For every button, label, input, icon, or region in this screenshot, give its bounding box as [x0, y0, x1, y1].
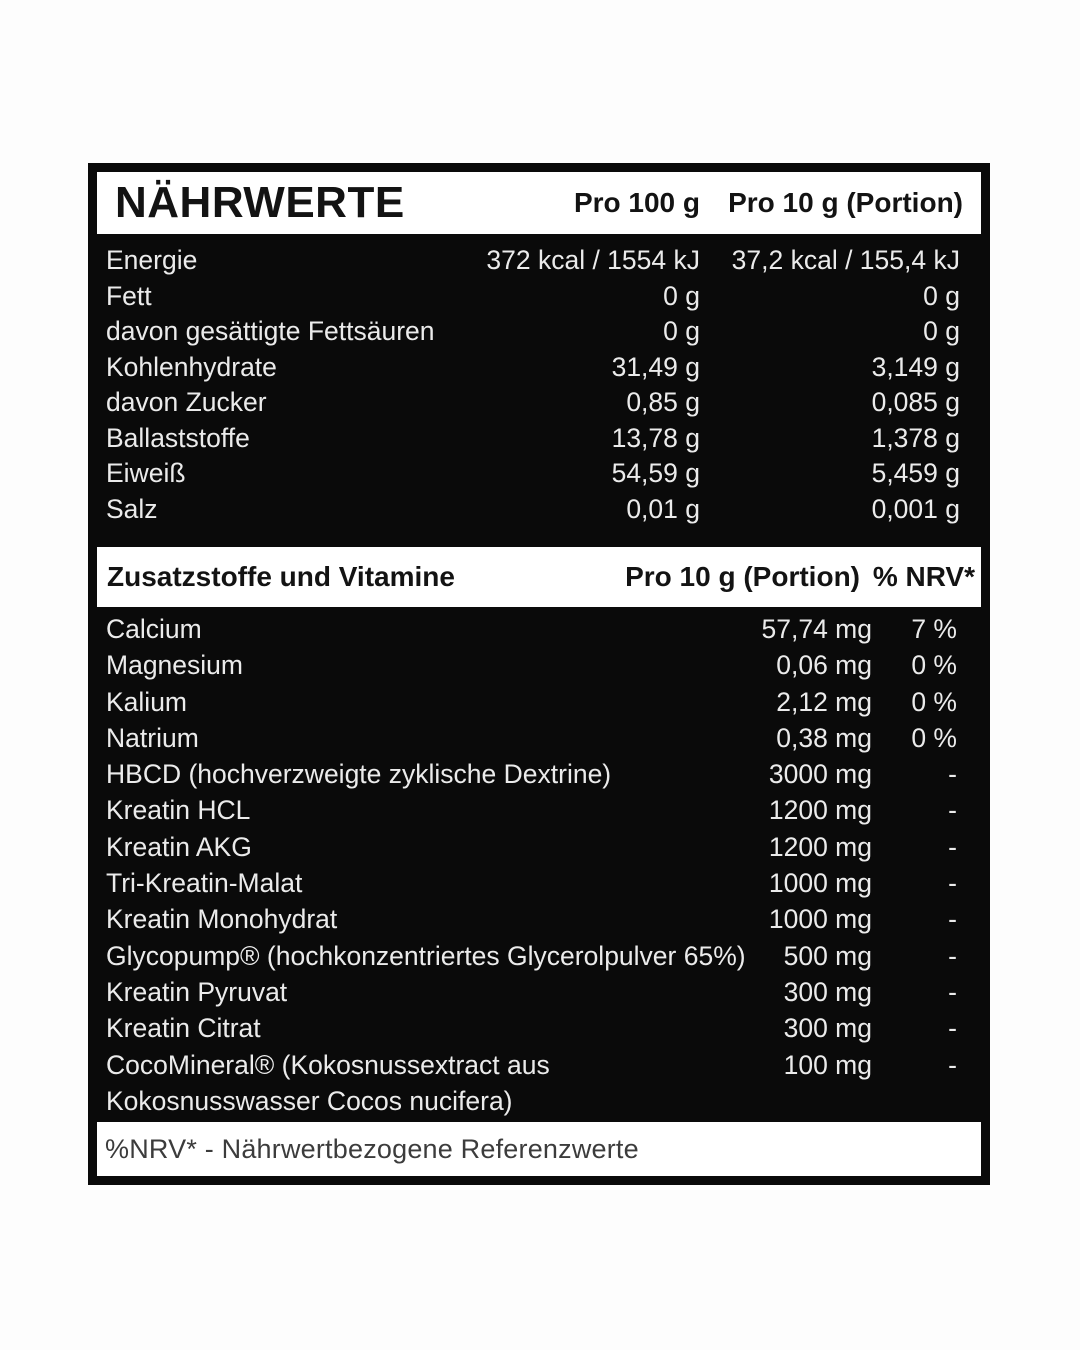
table-row: Magnesium 0,06 mg 0 % [106, 647, 957, 683]
table-row: davon Zucker 0,85 g 0,085 g [106, 385, 960, 421]
row-value: 500 mg [783, 940, 872, 971]
row-value: 0 g [663, 280, 700, 311]
table-row: Glycopump® (hochkonzentriertes Glycerolp… [106, 938, 957, 974]
table-row: davon gesättigte Fettsäuren 0 g 0 g [106, 314, 960, 350]
table-row: Kreatin HCL 1200 mg - [106, 792, 957, 828]
row-value: 1000 mg [768, 904, 872, 935]
table-row: Kohlenhydrate 31,49 g 3,149 g [106, 350, 960, 386]
row-label: Eiweiß [106, 458, 186, 488]
row-label: Fett [106, 280, 152, 311]
row-value: 0,01 g [626, 493, 700, 524]
row-value: - [948, 795, 957, 826]
row-value: 1000 mg [768, 868, 872, 899]
row-value: 0 g [923, 280, 960, 311]
page-title: NÄHRWERTE [115, 178, 405, 227]
table-row: Energie 372 kcal / 1554 kJ 37,2 kcal / 155… [106, 243, 960, 279]
table-row: Salz 0,01 g 0,001 g [106, 492, 960, 528]
row-label: HBCD (hochverzweigte zyklische Dextrine) [106, 759, 612, 790]
row-label: Calcium [106, 614, 202, 644]
row-value: 37,2 kcal / 155,4 kJ [731, 245, 960, 275]
footer-band: %NRV* - Nährwertbezogene Referenzwerte [97, 1122, 981, 1177]
row-value: 300 mg [783, 976, 872, 1007]
row-label: Energie [106, 245, 198, 275]
row-value: 54,59 g [611, 458, 700, 488]
row-label: Kalium [106, 686, 188, 717]
row-label: Kreatin Citrat [106, 1013, 261, 1044]
nutrition-table: Energie 372 kcal / 1554 kJ 37,2 kcal / 155… [97, 237, 981, 533]
row-value: 0,085 g [871, 387, 960, 417]
row-value: 3,149 g [871, 351, 960, 382]
row-value: 1,378 g [871, 422, 960, 453]
row-label: Kreatin Pyruvat [106, 976, 288, 1007]
row-value: 0 % [911, 650, 957, 681]
row-label: Natrium [106, 722, 199, 753]
table-row: Kreatin Pyruvat 300 mg - [106, 974, 957, 1010]
column-header-additives-per-10g: Pro 10 g (Portion) [625, 561, 860, 592]
row-value: - [948, 1049, 957, 1080]
row-value: 372 kcal / 1554 kJ [486, 245, 700, 275]
table-row: Kreatin AKG 1200 mg - [106, 829, 957, 865]
row-value: 0 % [911, 722, 957, 753]
row-label: Kreatin Monohydrat [106, 904, 338, 935]
table-row: Kreatin Citrat 300 mg - [106, 1010, 957, 1046]
row-label: Glycopump® (hochkonzentriertes Glycerolp… [106, 940, 746, 971]
row-value: 0,06 mg [776, 650, 872, 681]
row-value: - [948, 904, 957, 935]
column-header-per-10g: Pro 10 g (Portion) [728, 187, 963, 218]
row-value: 31,49 g [611, 351, 700, 382]
additives-section-title: Zusatzstoffe und Vitamine [107, 561, 455, 592]
row-label: Kreatin AKG [106, 831, 252, 862]
row-value: 1200 mg [768, 831, 872, 862]
row-value: 100 mg [783, 1049, 872, 1080]
row-label: Kokosnusswasser Cocos nucifera) [106, 1085, 513, 1116]
row-label: Kreatin HCL [106, 795, 251, 826]
table-row: Kalium 2,12 mg 0 % [106, 684, 957, 720]
table-row: Tri-Kreatin-Malat 1000 mg - [106, 865, 957, 901]
nrv-footnote: %NRV* - Nährwertbezogene Referenzwerte [105, 1133, 639, 1164]
row-value: 0,38 mg [776, 722, 872, 753]
row-label: Ballaststoffe [106, 422, 250, 453]
row-value: - [948, 759, 957, 790]
additives-table: Calcium 57,74 mg 7 % Magnesium 0,06 mg 0 % Kal… [97, 609, 981, 1121]
additives-header-band: Zusatzstoffe und Vitamine Pro 10 g (Port… [97, 547, 981, 607]
row-label: davon Zucker [106, 387, 267, 417]
row-value: 0,85 g [626, 387, 700, 417]
table-row: Natrium 0,38 mg 0 % [106, 720, 957, 756]
row-value: 5,459 g [871, 458, 960, 488]
row-value: 13,78 g [611, 422, 700, 453]
row-label: Kohlenhydrate [106, 351, 277, 382]
row-label: davon gesättigte Fettsäuren [106, 316, 435, 346]
table-row: Eiweiß 54,59 g 5,459 g [106, 456, 960, 492]
row-label: Magnesium [106, 650, 243, 681]
column-header-per-100g: Pro 100 g [573, 187, 700, 218]
row-value: 3000 mg [768, 759, 872, 790]
table-row: Kreatin Monohydrat 1000 mg - [106, 901, 957, 937]
table-row: Fett 0 g 0 g [106, 279, 960, 315]
row-label: CocoMineral® (Kokosnussextract aus [106, 1049, 550, 1080]
row-value: 7 % [911, 614, 957, 644]
table-row: Kokosnusswasser Cocos nucifera) [106, 1083, 957, 1119]
row-value: - [948, 940, 957, 971]
row-value: 300 mg [783, 1013, 872, 1044]
column-header-nrv: % NRV* [872, 561, 975, 592]
row-label: Tri-Kreatin-Malat [106, 868, 303, 899]
row-value: 0 g [923, 316, 960, 346]
row-label: Salz [106, 493, 158, 524]
table-row: CocoMineral® (Kokosnussextract aus 100 mg… [106, 1047, 957, 1083]
row-value: 0 g [663, 316, 700, 346]
table-row: Calcium 57,74 mg 7 % [106, 611, 957, 647]
row-value: 1200 mg [768, 795, 872, 826]
row-value: - [948, 976, 957, 1007]
row-value: 0,001 g [871, 493, 960, 524]
table-row: Ballaststoffe 13,78 g 1,378 g [106, 421, 960, 457]
row-value: 2,12 mg [776, 686, 872, 717]
row-value: 0 % [911, 686, 957, 717]
nutrition-label-card: NÄHRWERTE Pro 100 g Pro 10 g (Portion) E… [88, 163, 990, 1185]
row-value: - [948, 831, 957, 862]
table-row: HBCD (hochverzweigte zyklische Dextrine)… [106, 756, 957, 792]
row-value: - [948, 868, 957, 899]
row-value: - [948, 1013, 957, 1044]
label-header-band: NÄHRWERTE Pro 100 g Pro 10 g (Portion) [97, 172, 981, 234]
row-value: 57,74 mg [761, 614, 873, 644]
